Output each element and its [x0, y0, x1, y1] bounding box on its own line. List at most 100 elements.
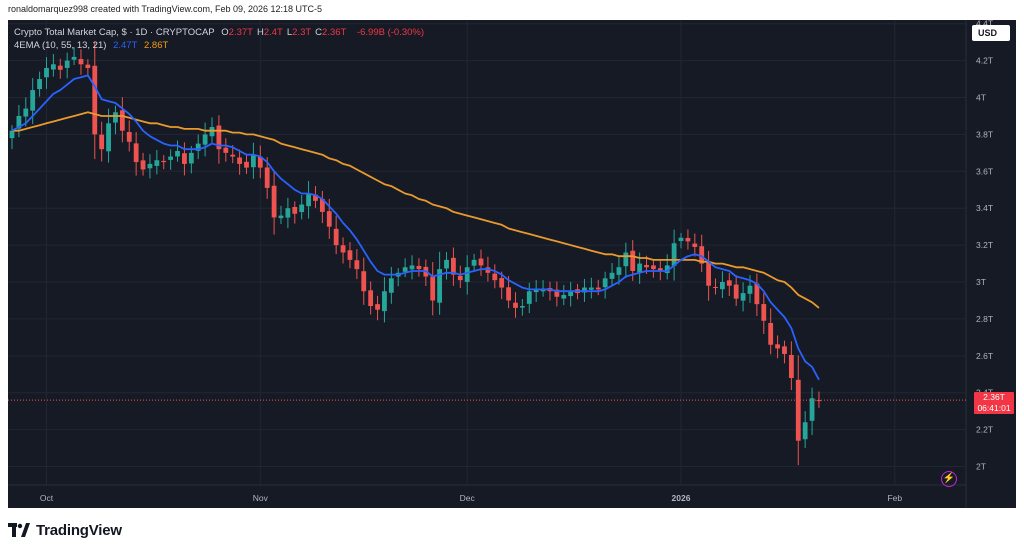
candle-body — [802, 422, 808, 440]
candle-body — [513, 302, 518, 308]
candle — [526, 282, 532, 314]
ema-slow-line — [12, 111, 820, 309]
chart-panel[interactable]: 2T 2.2T 2.4T 2.6T 2.8T 3T 3.2T 3.4T 3.6T 3.8T 4T 4.… — [8, 20, 1016, 508]
indicator-name[interactable]: 4EMA (10, 55, 13, 21) — [14, 40, 107, 51]
candle-body — [526, 291, 532, 304]
candle-body — [140, 160, 146, 170]
candle — [588, 277, 594, 299]
candle-body — [292, 206, 298, 214]
candle — [340, 237, 346, 264]
current-price-label: 2.36T — [983, 392, 1005, 402]
ema-slow-value: 2.86T — [144, 40, 169, 51]
candle — [119, 97, 125, 143]
candle — [313, 186, 318, 208]
candle-body — [354, 260, 360, 270]
candle-body — [113, 112, 118, 123]
candle-body — [326, 211, 332, 227]
candle — [444, 251, 449, 280]
candle — [754, 273, 760, 317]
candle-body — [719, 282, 725, 290]
candle — [37, 71, 42, 97]
candle — [161, 155, 167, 170]
candle — [299, 195, 305, 220]
candle-body — [30, 90, 36, 111]
candle-body — [561, 294, 567, 299]
candle-body — [588, 287, 594, 290]
brand-name: TradingView — [36, 521, 122, 539]
candle — [44, 57, 49, 89]
x-tick-label: Feb — [887, 493, 902, 503]
candle-body — [209, 127, 215, 137]
candle-body — [761, 304, 767, 321]
candle-body — [795, 379, 801, 441]
candle-body — [202, 134, 208, 145]
ohlc-key-o: O — [221, 27, 229, 38]
candle — [368, 281, 374, 315]
tradingview-logo[interactable]: TradingView — [8, 520, 122, 540]
candle-body — [147, 163, 153, 169]
candle-body — [430, 276, 436, 301]
candle — [519, 299, 525, 316]
candle-body — [375, 304, 380, 310]
currency-button[interactable]: USD — [972, 25, 1010, 41]
candle-body — [264, 167, 270, 188]
symbol-row: Crypto Total Market Cap, $ · 1D · CRYPTO… — [14, 26, 428, 39]
candle-body — [664, 265, 670, 274]
candle-body — [554, 289, 560, 297]
candle-body — [444, 259, 449, 269]
ohlc-value-h: 2.4T — [263, 27, 283, 38]
candle — [106, 108, 111, 163]
candle-body — [713, 286, 718, 288]
candle-body — [126, 132, 132, 142]
candle — [437, 251, 443, 315]
candle — [533, 280, 539, 302]
candle — [182, 142, 187, 176]
candle-body — [216, 125, 222, 150]
candle — [250, 142, 256, 179]
candle — [678, 232, 684, 249]
candle-body — [313, 194, 318, 201]
candle-body — [85, 64, 91, 68]
symbol-title[interactable]: Crypto Total Market Cap, $ · 1D · CRYPTO… — [14, 27, 215, 38]
candle-body — [616, 267, 622, 275]
candle — [57, 58, 63, 79]
candle — [706, 250, 712, 301]
candle — [685, 229, 691, 250]
candle — [292, 201, 298, 224]
candle-body — [257, 156, 263, 168]
candle — [471, 253, 477, 272]
candle-body — [106, 123, 111, 152]
candle — [237, 149, 243, 175]
candle-body — [382, 291, 387, 312]
candle — [768, 308, 774, 355]
y-tick-label: 4.2T — [976, 56, 993, 66]
candle-body — [416, 265, 422, 270]
candle — [375, 295, 380, 321]
candle-body — [457, 275, 463, 281]
candle-body — [195, 143, 201, 151]
lightning-icon[interactable]: ⚡ — [941, 471, 957, 487]
candle — [761, 292, 767, 335]
candle-body — [671, 243, 677, 266]
candle — [664, 254, 670, 280]
candle-body — [319, 198, 325, 212]
candle-body — [182, 153, 187, 164]
candle — [713, 278, 718, 295]
candle-body — [471, 259, 477, 266]
candle — [319, 190, 325, 224]
candle — [99, 121, 105, 162]
candle-body — [582, 287, 587, 293]
candle — [285, 197, 291, 229]
candle — [464, 255, 470, 295]
candle-body — [602, 278, 608, 288]
candle — [788, 341, 794, 391]
candle-body — [388, 278, 394, 293]
candle-body — [623, 252, 629, 267]
candle — [168, 149, 174, 170]
candle — [692, 233, 698, 257]
candle-body — [768, 322, 774, 345]
candle — [395, 268, 401, 287]
price-chart[interactable]: 2T 2.2T 2.4T 2.6T 2.8T 3T 3.2T 3.4T 3.6T 3.8T 4T 4.… — [8, 20, 1016, 508]
candle-body — [340, 245, 346, 253]
candle — [78, 49, 84, 75]
